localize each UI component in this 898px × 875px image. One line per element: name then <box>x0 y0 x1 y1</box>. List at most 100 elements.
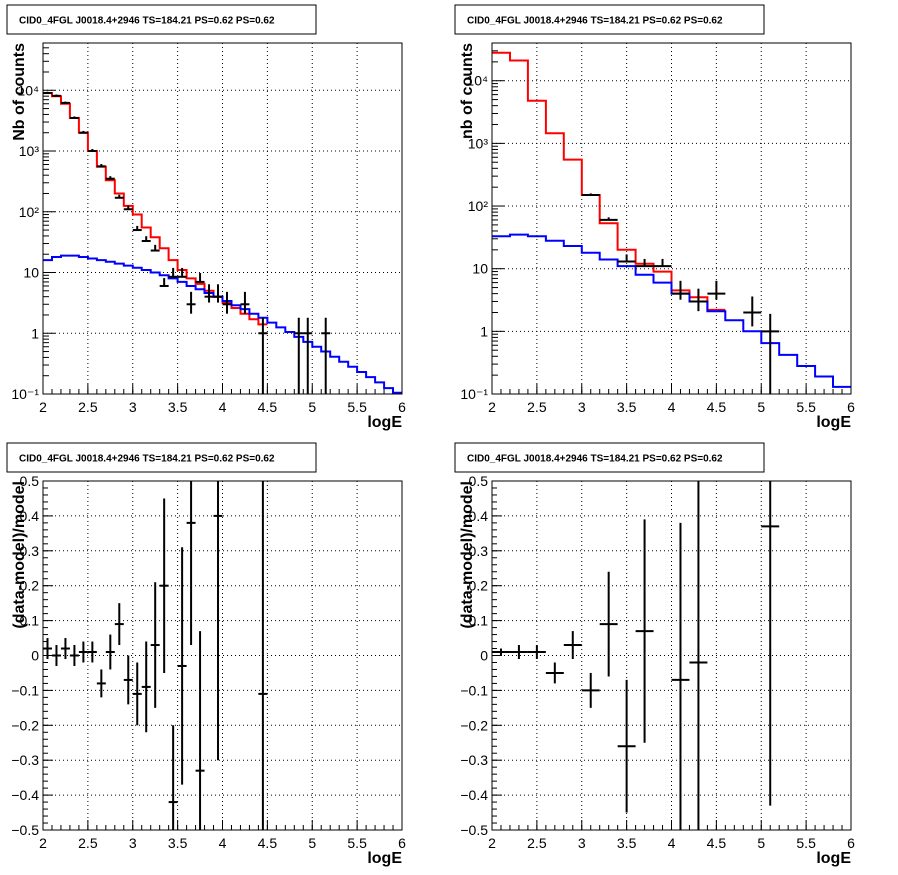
x-tick-label: 3.5 <box>168 835 188 851</box>
y-tick-label: 10² <box>19 204 40 220</box>
y-tick-label: −0.5 <box>11 822 39 838</box>
x-tick-label: 6 <box>847 399 855 415</box>
x-tick-label: 6 <box>847 835 855 851</box>
x-tick-label: 3.5 <box>617 399 637 415</box>
x-tick-label: 5.5 <box>347 399 367 415</box>
x-tick-label: 4.5 <box>258 399 278 415</box>
x-axis-label: logE <box>816 414 851 431</box>
y-tick-label: 1 <box>480 323 488 339</box>
x-axis-label: logE <box>367 414 402 431</box>
x-tick-label: 5.5 <box>796 835 816 851</box>
x-tick-label: 5 <box>757 399 765 415</box>
panel-title: CID0_4FGL J0018.4+2946 TS=184.21 PS=0.62… <box>467 16 723 27</box>
panel-title: CID0_4FGL J0018.4+2946 TS=184.21 PS=0.62… <box>19 454 275 465</box>
y-axis-label: Nb of counts <box>11 43 28 141</box>
x-tick-label: 6 <box>398 399 406 415</box>
x-tick-label: 2.5 <box>527 399 547 415</box>
x-tick-label: 4 <box>668 835 676 851</box>
y-tick-label: 0.4 <box>20 508 40 524</box>
x-tick-label: 3 <box>129 835 137 851</box>
y-axis-label: nb of counts <box>459 43 476 139</box>
y-tick-label: −0.3 <box>11 752 39 768</box>
y-tick-label: 0.2 <box>20 578 40 594</box>
x-tick-label: 2.5 <box>78 399 98 415</box>
title-box <box>6 442 317 473</box>
panel-title: CID0_4FGL J0018.4+2946 TS=184.21 PS=0.62… <box>19 16 275 27</box>
panel-title: CID0_4FGL J0018.4+2946 TS=184.21 PS=0.62… <box>467 454 723 465</box>
plot-area <box>492 481 851 830</box>
y-tick-label: 10⁴ <box>17 82 39 98</box>
x-tick-label: 2.5 <box>78 835 98 851</box>
x-tick-label: 4.5 <box>258 835 278 851</box>
y-tick-label: 10⁻¹ <box>460 386 488 402</box>
panel-residuals-right: CID0_4FGL J0018.4+2946 TS=184.21 PS=0.62… <box>454 442 855 867</box>
plot-area <box>43 481 402 830</box>
plot-frame <box>491 42 852 395</box>
y-tick-label: −0.5 <box>460 822 488 838</box>
plot-frame <box>42 42 403 395</box>
panel-counts-left: CID0_4FGL J0018.4+2946 TS=184.21 PS=0.62… <box>6 4 406 431</box>
model-total-step <box>492 51 726 311</box>
y-tick-label: 10² <box>468 198 489 214</box>
x-tick-label: 5.5 <box>347 835 367 851</box>
y-tick-label: 0.5 <box>469 473 489 489</box>
x-tick-label: 4.5 <box>707 835 727 851</box>
x-tick-label: 3 <box>129 399 137 415</box>
title-box <box>454 4 765 35</box>
x-tick-label: 2 <box>39 399 47 415</box>
x-tick-label: 3 <box>578 835 586 851</box>
y-tick-label: 10³ <box>19 143 40 159</box>
x-tick-label: 3 <box>578 399 586 415</box>
y-tick-label: 0 <box>31 648 39 664</box>
y-tick-label: 0.4 <box>469 508 489 524</box>
y-axis-label: (data-model)/model <box>11 481 28 629</box>
y-tick-label: 0.3 <box>20 543 40 559</box>
title-box <box>6 4 317 35</box>
panel-residuals-left: CID0_4FGL J0018.4+2946 TS=184.21 PS=0.62… <box>6 442 406 867</box>
x-tick-label: 3.5 <box>168 399 188 415</box>
y-tick-label: −0.2 <box>460 717 488 733</box>
model-background-step <box>492 233 851 388</box>
x-tick-label: 2.5 <box>527 835 547 851</box>
y-tick-label: 10³ <box>468 135 489 151</box>
y-tick-label: 0.1 <box>20 613 40 629</box>
y-tick-label: 0.2 <box>469 578 489 594</box>
x-tick-label: 5 <box>308 399 316 415</box>
y-tick-label: −0.4 <box>11 787 39 803</box>
x-tick-label: 3.5 <box>617 835 637 851</box>
plot-frame <box>491 480 852 831</box>
y-tick-label: −0.2 <box>11 717 39 733</box>
x-tick-label: 4 <box>219 399 227 415</box>
x-tick-label: 2 <box>488 835 496 851</box>
y-tick-label: −0.4 <box>460 787 488 803</box>
y-tick-label: 10⁻¹ <box>11 386 39 402</box>
y-tick-label: −0.3 <box>460 752 488 768</box>
y-tick-label: 10⁴ <box>466 73 488 89</box>
panel-counts-right: CID0_4FGL J0018.4+2946 TS=184.21 PS=0.62… <box>454 4 855 431</box>
y-tick-label: 0.5 <box>20 473 40 489</box>
plot-frame <box>42 480 403 831</box>
x-tick-label: 5 <box>308 835 316 851</box>
title-box <box>454 442 765 473</box>
x-tick-label: 4 <box>219 835 227 851</box>
model-background-step <box>43 254 402 394</box>
x-tick-label: 4 <box>668 399 676 415</box>
y-tick-label: 1 <box>31 325 39 341</box>
y-tick-label: 0.1 <box>469 613 489 629</box>
y-tick-label: −0.1 <box>11 682 39 698</box>
y-tick-label: 10 <box>23 265 39 281</box>
x-axis-label: logE <box>816 850 851 867</box>
x-tick-label: 6 <box>398 835 406 851</box>
y-tick-label: 0.3 <box>469 543 489 559</box>
y-tick-label: 0 <box>480 648 488 664</box>
y-axis-label: (data-model)/model <box>459 481 476 629</box>
y-tick-label: −0.1 <box>460 682 488 698</box>
x-tick-label: 5.5 <box>796 399 816 415</box>
x-tick-label: 2 <box>39 835 47 851</box>
x-axis-label: logE <box>367 850 402 867</box>
x-tick-label: 2 <box>488 399 496 415</box>
y-tick-label: 10 <box>472 261 488 277</box>
x-tick-label: 5 <box>757 835 765 851</box>
x-tick-label: 4.5 <box>707 399 727 415</box>
